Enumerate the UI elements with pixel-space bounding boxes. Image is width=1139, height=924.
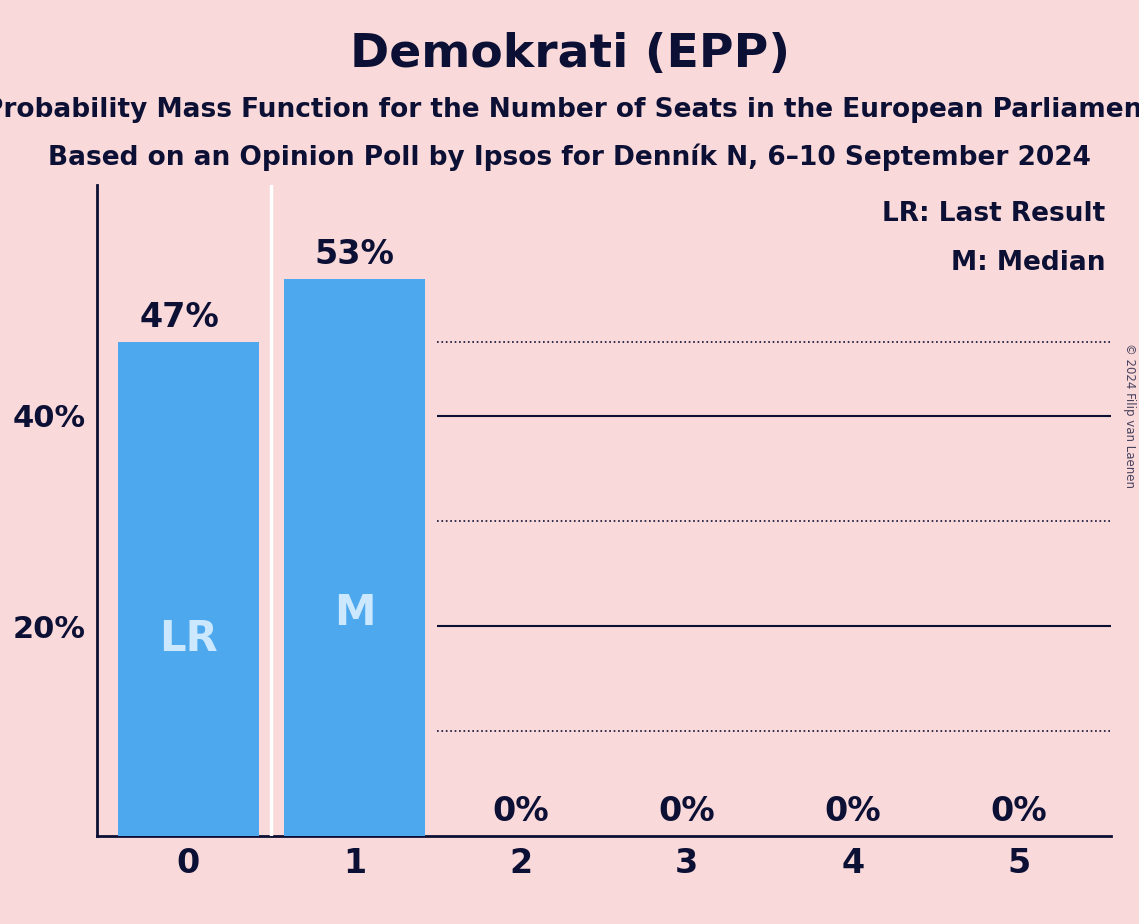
Text: Based on an Opinion Poll by Ipsos for Denník N, 6–10 September 2024: Based on an Opinion Poll by Ipsos for De… [48,143,1091,171]
Text: LR: LR [158,617,218,660]
Bar [117,343,259,836]
Text: 0%: 0% [658,795,715,828]
Text: 53%: 53% [314,238,394,271]
Text: Probability Mass Function for the Number of Seats in the European Parliament: Probability Mass Function for the Number… [0,97,1139,123]
Text: M: M [334,592,375,635]
Text: LR: Last Result: LR: Last Result [883,201,1106,227]
Text: © 2024 Filip van Laenen: © 2024 Filip van Laenen [1123,344,1137,488]
Text: Demokrati (EPP): Demokrati (EPP) [350,32,789,78]
Text: 0%: 0% [825,795,882,828]
Text: 0%: 0% [991,795,1048,828]
Bar [284,279,425,836]
Text: 0%: 0% [492,795,549,828]
Text: M: Median: M: Median [951,249,1106,276]
Text: 47%: 47% [140,301,220,334]
